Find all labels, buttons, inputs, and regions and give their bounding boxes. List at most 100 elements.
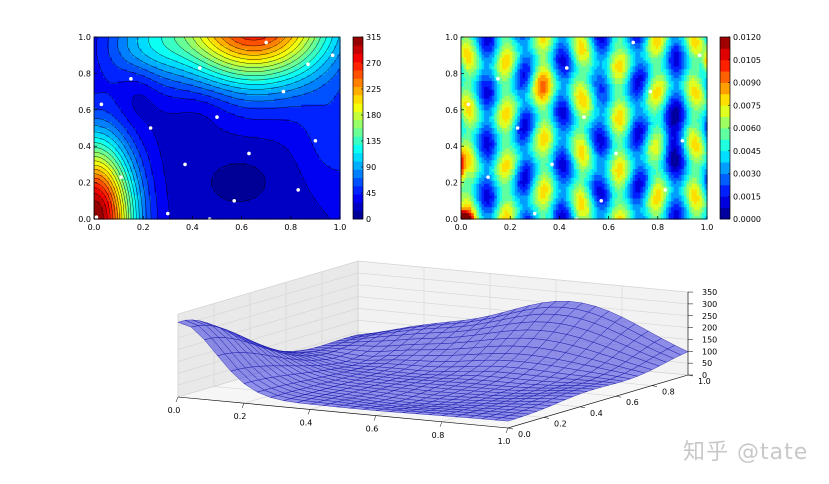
colorbar-tick-label: 0.0045 <box>733 147 761 156</box>
colorbar-tick-label: 180 <box>366 111 381 120</box>
y3d-tick-mark <box>615 395 622 398</box>
sample-point <box>197 66 202 70</box>
y3d-tick-label: 0.0 <box>518 430 531 439</box>
colorbar-tick-label: 0.0015 <box>733 192 761 201</box>
y3d-tick-mark <box>651 385 658 387</box>
x-tick-label: 0.0 <box>455 223 468 232</box>
sample-point <box>264 40 269 45</box>
sample-point <box>515 126 520 130</box>
x-tick-label: 0.6 <box>602 223 615 232</box>
z3d-tick-label: 150 <box>702 335 717 344</box>
colorbar-right <box>719 36 731 220</box>
y3d-tick-label: 0.4 <box>590 409 603 418</box>
surface-panel-bottom: 0.00.20.40.60.81.00.00.20.40.60.81.00501… <box>168 260 718 446</box>
colorbar-tick-label: 315 <box>366 33 381 42</box>
x3d-tick-mark <box>307 409 311 415</box>
contour-line <box>93 36 333 219</box>
contour-line <box>93 36 340 219</box>
y-tick-label: 0.6 <box>78 106 91 115</box>
y-tick-label: 0.4 <box>78 142 91 151</box>
contour-line <box>93 36 341 220</box>
y-tick-label: 0.0 <box>78 215 91 224</box>
contour-line <box>93 36 305 219</box>
x-axis-line <box>177 396 509 429</box>
contour-line <box>93 200 104 220</box>
z3d-tick-label: 250 <box>702 312 717 321</box>
contour-panel-left: 0.0 0.2 0.4 0.6 0.8 1.0 0.0 0.2 0.4 0.6 0.8 1.0 0 4… <box>78 33 381 232</box>
y-tick-label: 0.2 <box>78 179 91 188</box>
z3d-tick-label: 50 <box>702 359 712 368</box>
z3d-tick-label: 100 <box>702 347 717 356</box>
sample-point <box>582 115 586 119</box>
contour-fill-left <box>94 37 341 220</box>
contour-line <box>131 94 330 220</box>
z3d-tick-label: 200 <box>702 324 717 333</box>
sample-point <box>129 77 133 81</box>
contour-line <box>93 36 341 220</box>
surface-axes: 0.00.20.40.60.81.00.00.20.40.60.81.00501… <box>168 288 718 446</box>
sample-point <box>313 138 318 143</box>
sample-point <box>296 188 300 192</box>
x3d-tick-label: 0.6 <box>366 425 379 434</box>
x-tick-label: 0.2 <box>504 223 517 232</box>
sample-point <box>330 53 335 57</box>
x-tick-label: 0.8 <box>284 223 297 232</box>
y3d-tick-mark <box>543 417 550 419</box>
sample-point <box>648 89 653 94</box>
sample-point <box>99 102 104 107</box>
x-tick-label: 1.0 <box>701 223 714 232</box>
y-tick-label: 0.0 <box>445 215 458 224</box>
colorbar-left <box>352 36 364 220</box>
colorbar-tick-label: 0.0090 <box>733 79 761 88</box>
sample-point <box>599 199 604 203</box>
sample-point <box>166 211 170 216</box>
sample-point <box>148 126 153 130</box>
x-tick-label: 0.2 <box>137 223 150 232</box>
plot-frame-right <box>460 36 708 220</box>
error-fill-right <box>461 37 708 220</box>
y-tick-label: 0.8 <box>78 69 91 78</box>
contour-line <box>93 193 108 220</box>
contour-line <box>93 36 279 220</box>
watermark: 知乎 @tate <box>683 440 808 465</box>
z3d-tick-label: 350 <box>702 288 717 297</box>
plot-frame-left <box>93 36 341 220</box>
surface-mesh <box>177 300 689 422</box>
sample-point <box>306 62 310 67</box>
sample-point <box>564 66 569 70</box>
contour-line <box>94 36 341 219</box>
sample-point <box>281 89 286 94</box>
contour-line <box>93 36 321 220</box>
x3d-tick-label: 0.4 <box>300 418 313 427</box>
sample-point <box>232 199 237 203</box>
y3d-tick-label: 0.2 <box>554 419 567 428</box>
colorbar-tick-label: 0.0075 <box>733 101 761 110</box>
sample-point <box>631 40 635 45</box>
x-tick-label: 0.0 <box>88 223 101 232</box>
sample-point <box>183 162 187 167</box>
colorbar-tick-label: 270 <box>366 59 381 68</box>
contour-line <box>93 36 293 220</box>
sample-point <box>94 215 99 219</box>
sample-point <box>663 188 667 192</box>
colorbar-tick-label: 0 <box>366 215 371 224</box>
contour-line <box>93 36 341 219</box>
sample-point <box>533 211 537 216</box>
sample-point <box>697 53 702 57</box>
y3d-tick-label: 1.0 <box>698 377 711 386</box>
y3d-tick-mark <box>507 427 514 430</box>
y-tick-label: 1.0 <box>78 33 91 42</box>
colorbar-tick-label: 0.0120 <box>733 33 761 42</box>
z3d-tick-label: 300 <box>702 300 717 309</box>
x-tick-label: 0.6 <box>235 223 248 232</box>
colorbar-tick-label: 0.0105 <box>733 56 761 65</box>
colorbar-tick-label: 0.0030 <box>733 170 761 179</box>
colorbar-tick-label: 45 <box>366 189 376 198</box>
x3d-tick-mark <box>373 415 377 421</box>
sample-points-right <box>466 40 702 221</box>
contour-line <box>93 187 111 220</box>
sample-point <box>614 151 618 156</box>
sample-point <box>247 151 251 156</box>
sample-point <box>550 162 554 167</box>
contour-lines-left <box>93 36 341 220</box>
